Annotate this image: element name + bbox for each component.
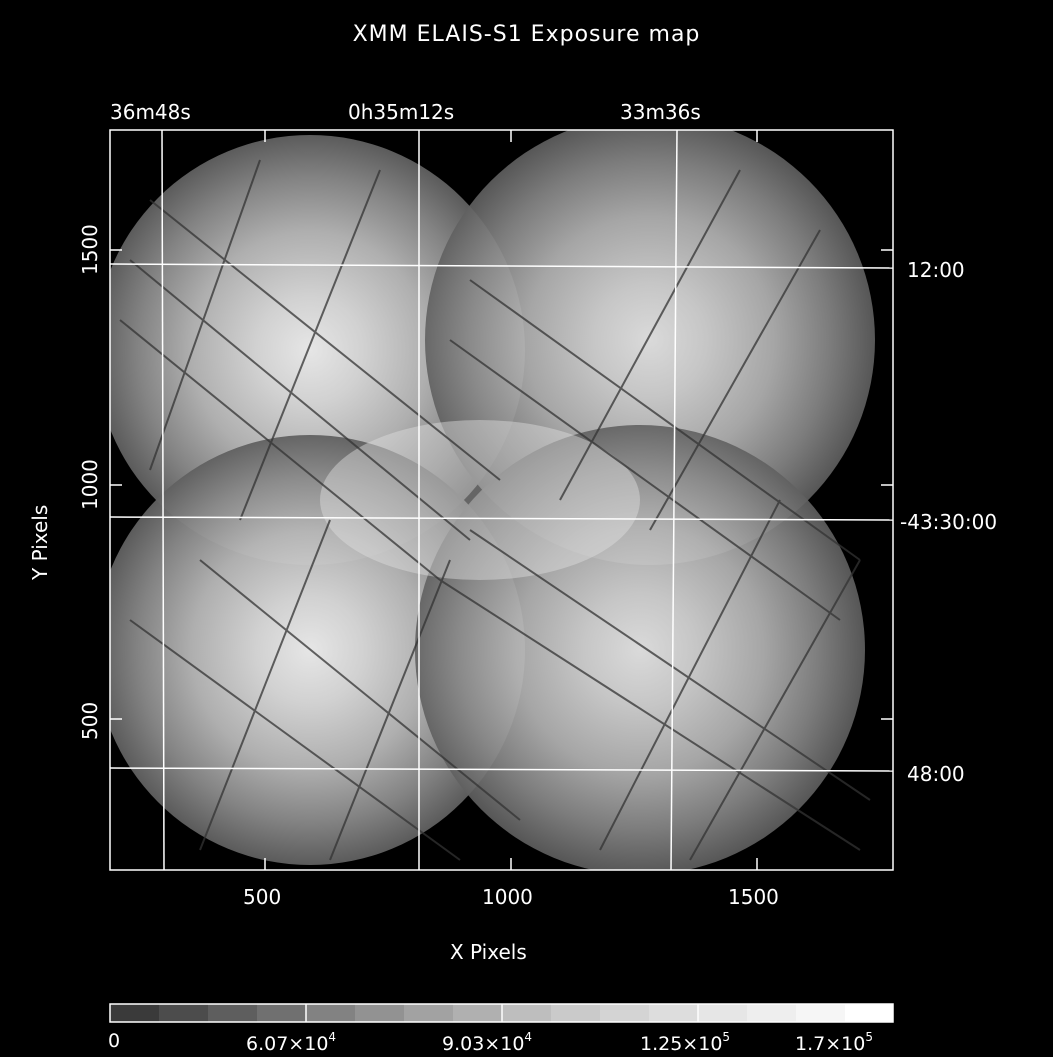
overlap-region-center — [320, 420, 640, 580]
pointing-disk-lower-right — [415, 425, 865, 870]
right-axis-label-1: 12:00 — [907, 258, 965, 282]
figure-title: XMM ELAIS-S1 Exposure map — [352, 22, 701, 47]
y-tick-1000: 1000 — [78, 459, 102, 510]
right-axis-label-3: 48:00 — [907, 762, 965, 786]
y-tick-1500: 1500 — [78, 224, 102, 275]
x-tick-1500: 1500 — [728, 885, 779, 909]
colorbar-label-3: 1.25×105 — [640, 1030, 731, 1055]
x-tick-500: 500 — [243, 885, 282, 909]
colorbar-label-0: 0 — [108, 1030, 121, 1052]
exposure-image — [110, 130, 893, 870]
x-tick-1000: 1000 — [482, 885, 533, 909]
plot-frame — [109, 129, 894, 871]
pointing-disk-lower-left — [110, 435, 525, 865]
x-axis-label: X Pixels — [450, 940, 527, 964]
y-tick-500: 500 — [78, 701, 102, 740]
top-axis-label-1: 36m48s — [110, 100, 191, 124]
y-axis-label: Y Pixels — [28, 504, 52, 580]
top-axis-label-2: 0h35m12s — [348, 100, 455, 124]
colorbar-label-4: 1.7×105 — [795, 1030, 873, 1055]
coordinate-grid — [109, 129, 894, 871]
pointing-disk-upper-left — [110, 135, 525, 565]
colorbar-label-1: 6.07×104 — [246, 1030, 337, 1055]
colorbar-label-2: 9.03×104 — [442, 1030, 533, 1055]
right-axis-label-2: -43:30:00 — [900, 510, 998, 534]
top-axis-label-3: 33m36s — [620, 100, 701, 124]
colorbar — [109, 1003, 894, 1023]
